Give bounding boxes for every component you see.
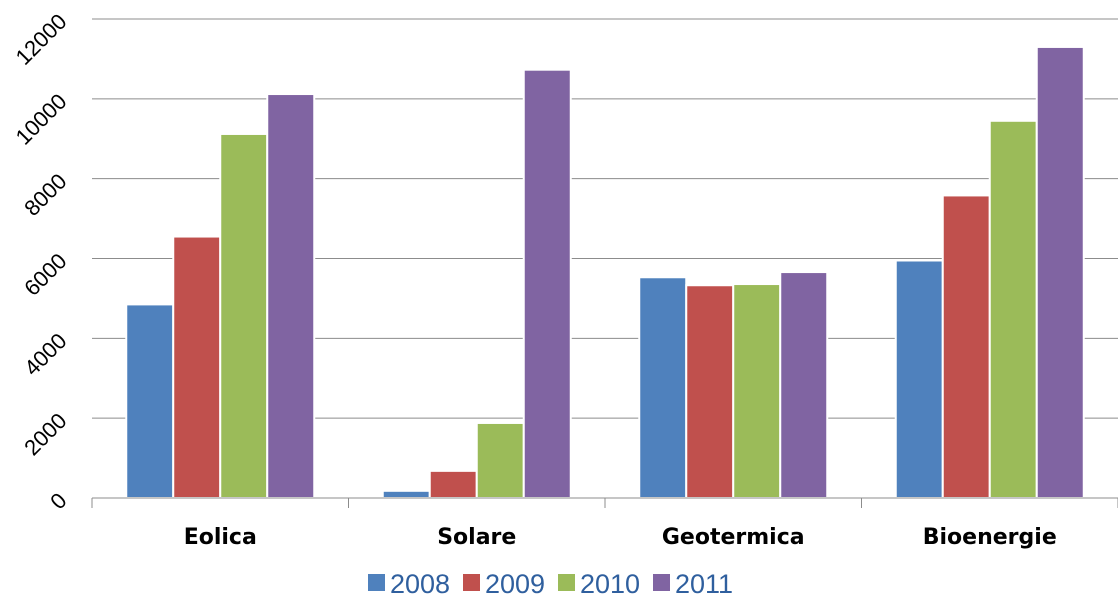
y-tick-label: 0: [45, 488, 71, 514]
y-tick-label: 12000: [11, 9, 72, 70]
legend-swatch: [558, 574, 575, 591]
bar: [381, 489, 431, 500]
bar: [475, 421, 525, 499]
bar: [685, 284, 735, 499]
bar: [522, 68, 572, 500]
x-category-label: Bioenergie: [923, 525, 1057, 550]
bar: [941, 194, 991, 499]
x-category-label: Eolica: [184, 525, 257, 550]
y-tick-label: 8000: [19, 169, 71, 221]
bars: [125, 45, 1085, 500]
bar: [1035, 45, 1085, 499]
bar: [172, 235, 222, 499]
bar: [988, 119, 1038, 499]
legend-swatch: [368, 574, 385, 591]
legend-swatch: [463, 574, 480, 591]
bar: [638, 276, 688, 499]
bar: [125, 303, 175, 500]
y-tick-label: 6000: [19, 248, 71, 300]
legend: 2008 2009 2010 2011: [368, 569, 733, 599]
bar: [428, 469, 478, 499]
y-tick-label: 10000: [11, 89, 72, 150]
legend-label: 2010: [580, 569, 640, 599]
x-category-label: Geotermica: [662, 525, 805, 550]
legend-label: 2009: [485, 569, 545, 599]
bar: [732, 283, 782, 499]
bar: [266, 93, 316, 499]
x-category-label: Solare: [437, 525, 516, 550]
legend-label: 2008: [390, 569, 450, 599]
legend-label: 2011: [675, 569, 733, 599]
bar: [779, 271, 829, 499]
y-tick-label: 4000: [19, 328, 71, 380]
bar: [219, 132, 269, 500]
bar: [894, 259, 944, 499]
legend-swatch: [653, 574, 670, 591]
y-tick-label: 2000: [19, 408, 71, 460]
